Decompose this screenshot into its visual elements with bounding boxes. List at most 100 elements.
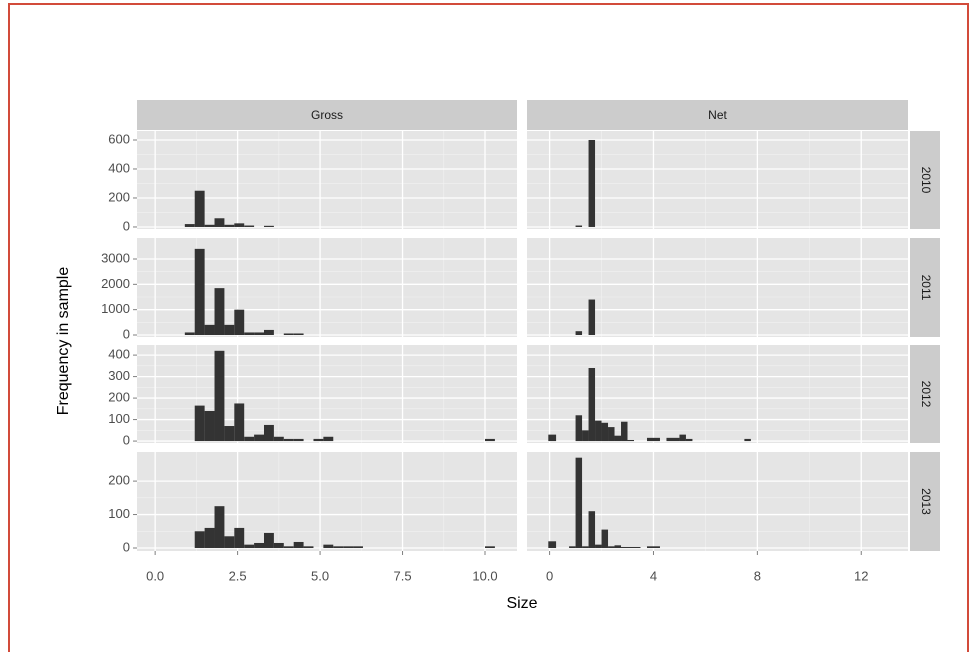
bar [204,410,215,442]
bar [263,424,274,442]
bar [608,546,615,548]
panel-background [137,452,517,551]
bar [254,332,264,335]
bar [588,139,596,227]
x-tick-label: 2.5 [229,568,247,583]
bar [224,324,235,335]
y-tick-label: 100 [108,411,130,426]
bar [548,541,557,548]
bar [582,430,589,442]
bar [582,546,589,548]
bar [254,542,264,548]
bar [234,527,245,548]
panel-background [137,345,517,443]
bar [214,288,225,335]
bar [214,350,225,442]
bar [194,190,205,227]
bar [614,545,622,548]
facet-label: Gross [311,108,343,122]
bar [575,457,583,548]
bar [614,435,622,442]
bar [234,403,245,442]
bar [254,434,264,442]
bar [244,544,255,548]
y-tick-label: 0 [123,433,130,448]
facet-strip [910,238,940,337]
x-tick-label: 5.0 [311,568,329,583]
bar [214,506,225,548]
bar [244,332,255,335]
bar [293,333,304,335]
facet-label: 2010 [919,167,933,194]
bar [646,437,660,442]
panel-background [527,131,908,229]
bar [485,546,495,548]
x-tick-label: 12 [854,568,868,583]
bar [194,405,205,442]
y-tick-label: 2000 [101,276,130,291]
bar [588,299,596,335]
facet-strip [527,100,908,130]
facet-label: 2011 [919,275,933,301]
bar [204,527,215,548]
bar [204,324,215,335]
bar [283,546,294,548]
bar [588,367,596,442]
bar [184,224,195,227]
bar [485,438,495,442]
bar [343,546,354,548]
bar [595,544,602,548]
x-tick-label: 4 [650,568,657,583]
bar [575,225,583,227]
bar [303,546,314,548]
x-tick-label: 0 [546,568,553,583]
y-tick-label: 0 [123,539,130,554]
bar [234,309,245,335]
y-tick-label: 100 [108,506,130,521]
bar [263,225,274,227]
bar [679,434,686,442]
bar [224,536,235,548]
bar [224,224,235,227]
bar [575,331,583,335]
panel-background [137,131,517,229]
bar [569,546,576,548]
bar [293,541,304,548]
panel-background [527,345,908,443]
bar [184,332,195,335]
bar [588,511,596,548]
x-tick-label: 7.5 [393,568,411,583]
y-tick-label: 600 [108,131,130,146]
facet-strip [910,452,940,551]
y-tick-label: 400 [108,160,130,175]
bar [608,427,615,442]
x-tick-label: 0.0 [146,568,164,583]
bar [666,437,680,442]
bar [194,531,205,548]
y-tick-label: 0 [123,218,130,233]
bar [234,223,245,227]
bar [244,225,255,227]
x-tick-label: 10.0 [472,568,497,583]
bar [323,436,334,442]
panel-background [527,452,908,551]
bar [627,439,635,442]
bar [601,422,609,442]
x-tick-label: 8 [754,568,761,583]
y-tick-label: 200 [108,390,130,405]
x-axis-title: Size [506,595,537,612]
facet-label: 2013 [919,488,933,515]
bar [685,438,693,442]
y-tick-label: 3000 [101,250,130,265]
bar [194,248,205,335]
frame [8,3,969,652]
bar [263,329,274,335]
bar [214,218,225,227]
facet-label: Net [708,108,727,122]
facet-strip [137,100,517,130]
bar [548,434,557,442]
bar [273,542,284,548]
y-tick-label: 400 [108,347,130,362]
facet-label: 2012 [919,381,933,408]
